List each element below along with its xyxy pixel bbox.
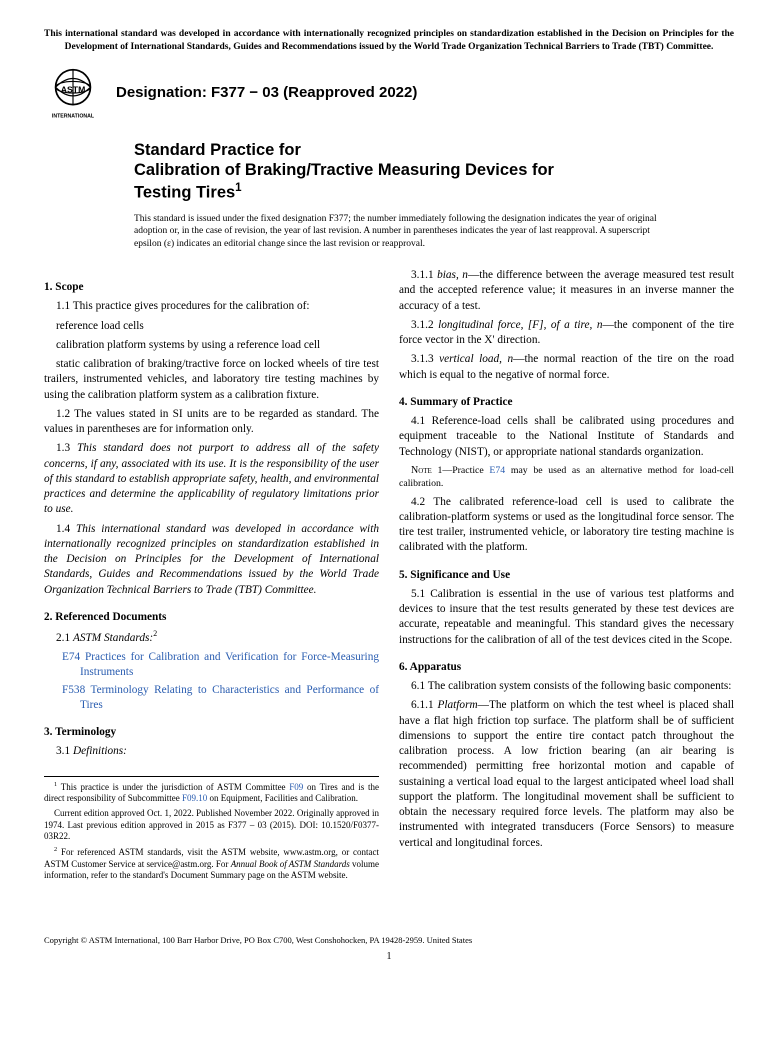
para-5-1: 5.1 Calibration is essential in the use … (399, 587, 734, 648)
page-number: 1 (44, 951, 734, 962)
para-6-1-1: 6.1.1 Platform—The platform on which the… (399, 698, 734, 851)
para-1-3: 1.3 This standard does not purport to ad… (44, 441, 379, 517)
note-1: Note 1—Practice E74 may be used as an al… (399, 464, 734, 491)
left-column: 1. Scope 1.1 This practice gives procedu… (44, 268, 379, 885)
terminology-heading: 3. Terminology (44, 725, 379, 740)
para-3-1-1: 3.1.1 bias, n—the difference between the… (399, 268, 734, 314)
title-line-3: Testing Tires1 (134, 181, 734, 203)
astm-logo-icon: ASTM INTERNATIONAL (44, 64, 102, 122)
para-3-1-3: 3.1.3 vertical load, n—the normal reacti… (399, 352, 734, 383)
designation: Designation: F377 − 03 (Reapproved 2022) (116, 84, 417, 101)
svg-text:ASTM: ASTM (61, 84, 86, 94)
para-4-2: 4.2 The calibrated reference-load cell i… (399, 495, 734, 556)
para-3-1: 3.1 Definitions: (44, 744, 379, 759)
body-columns: 1. Scope 1.1 This practice gives procedu… (44, 268, 734, 885)
title-line-1: Standard Practice for (134, 140, 734, 161)
svg-text:INTERNATIONAL: INTERNATIONAL (52, 113, 95, 119)
copyright: Copyright © ASTM International, 100 Barr… (44, 935, 734, 945)
footnote-1b: Current edition approved Oct. 1, 2022. P… (44, 808, 379, 843)
title-block: Standard Practice for Calibration of Bra… (134, 140, 734, 203)
para-4-1: 4.1 Reference-load cells shall be calibr… (399, 414, 734, 460)
link-e74[interactable]: E74 (62, 651, 80, 663)
link-f09-10[interactable]: F09.10 (182, 793, 207, 803)
right-column: 3.1.1 bias, n—the difference between the… (399, 268, 734, 885)
page: This international standard was develope… (0, 0, 778, 982)
scope-heading: 1. Scope (44, 280, 379, 295)
apparatus-heading: 6. Apparatus (399, 660, 734, 675)
link-e74-note[interactable]: E74 (489, 465, 505, 476)
para-1-1c: static calibration of braking/tractive f… (44, 357, 379, 403)
para-2-1: 2.1 ASTM Standards:2 (44, 629, 379, 646)
footnotes: 1 This practice is under the jurisdictio… (44, 776, 379, 883)
para-1-4: 1.4 This international standard was deve… (44, 522, 379, 598)
footnote-2: 2 For referenced ASTM standards, visit t… (44, 846, 379, 882)
ref-e74: E74 Practices for Calibration and Verifi… (44, 650, 379, 681)
issuance-note: This standard is issued under the fixed … (134, 213, 674, 250)
para-1-1a: reference load cells (44, 319, 379, 334)
para-3-1-2: 3.1.2 longitudinal force, [F], of a tire… (399, 318, 734, 349)
para-1-1: 1.1 This practice gives procedures for t… (44, 299, 379, 314)
refdocs-heading: 2. Referenced Documents (44, 610, 379, 625)
top-notice: This international standard was develope… (44, 28, 734, 54)
significance-heading: 5. Significance and Use (399, 568, 734, 583)
summary-heading: 4. Summary of Practice (399, 395, 734, 410)
para-1-2: 1.2 The values stated in SI units are to… (44, 407, 379, 438)
title-line-2: Calibration of Braking/Tractive Measurin… (134, 160, 734, 181)
footnote-1: 1 This practice is under the jurisdictio… (44, 781, 379, 805)
ref-f538: F538 Terminology Relating to Characteris… (44, 683, 379, 714)
para-1-1b: calibration platform systems by using a … (44, 338, 379, 353)
para-6-1: 6.1 The calibration system consists of t… (399, 679, 734, 694)
link-f09[interactable]: F09 (289, 782, 303, 792)
link-f538[interactable]: F538 (62, 684, 85, 696)
header-row: ASTM INTERNATIONAL Designation: F377 − 0… (44, 64, 734, 122)
